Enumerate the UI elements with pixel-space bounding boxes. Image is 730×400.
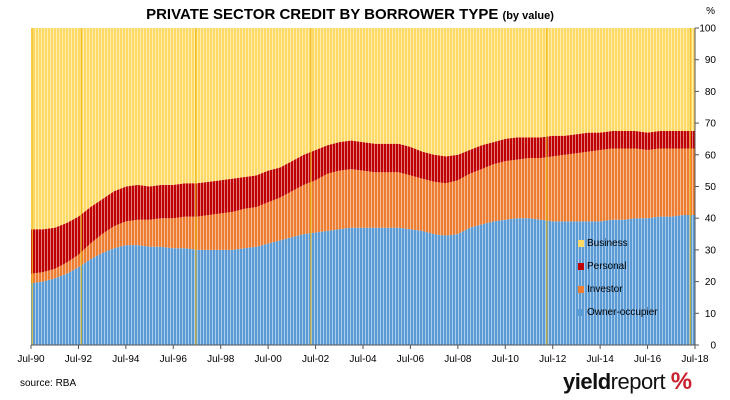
x-tick-label: Jul-98 bbox=[207, 354, 235, 365]
legend-label: Investor bbox=[587, 284, 623, 295]
y-tick-label: 20 bbox=[705, 277, 717, 288]
x-tick-label: Jul-12 bbox=[539, 354, 567, 365]
legend-swatch bbox=[578, 286, 584, 293]
x-tick-label: Jul-90 bbox=[17, 354, 45, 365]
source-note: source: RBA bbox=[20, 378, 77, 389]
chart-subtitle: (by value) bbox=[502, 10, 554, 22]
column-stripes bbox=[31, 28, 693, 345]
y-tick-label: 10 bbox=[705, 309, 717, 320]
stacked-areas bbox=[31, 28, 695, 345]
x-tick-label: Jul-04 bbox=[349, 354, 377, 365]
area-investor bbox=[31, 148, 695, 284]
y-tick-label: 60 bbox=[705, 150, 717, 161]
area-business bbox=[31, 28, 695, 230]
x-tick-label: Jul-92 bbox=[65, 354, 93, 365]
y-tick-label: 50 bbox=[705, 182, 717, 193]
y-tick-label: 70 bbox=[705, 119, 717, 130]
x-tick-label: Jul-18 bbox=[681, 354, 709, 365]
chart-title: PRIVATE SECTOR CREDIT BY BORROWER TYPE bbox=[146, 6, 499, 23]
y-tick-label: 80 bbox=[705, 87, 717, 98]
area-owner-occupier bbox=[31, 215, 695, 345]
legend-label: Business bbox=[587, 238, 628, 249]
chart-title-block: PRIVATE SECTOR CREDIT BY BORROWER TYPE (… bbox=[0, 6, 700, 23]
y-axis: 0 10 20 30 40 50 60 70 80 90 100% bbox=[694, 6, 717, 352]
x-tick-label: Jul-14 bbox=[587, 354, 615, 365]
x-tick-label: Jul-00 bbox=[255, 354, 283, 365]
x-tick-label: Jul-02 bbox=[302, 354, 330, 365]
x-tick-label: Jul-94 bbox=[112, 354, 140, 365]
legend-swatch bbox=[578, 240, 584, 247]
logo-text-yield: yield bbox=[563, 369, 611, 394]
yieldreport-logo: yieldreport % bbox=[563, 368, 692, 396]
y-tick-label: 30 bbox=[705, 245, 717, 256]
x-tick-label: Jul-06 bbox=[397, 354, 425, 365]
area-personal bbox=[31, 131, 695, 274]
logo-text-report: report bbox=[610, 369, 666, 394]
x-tick-label: Jul-16 bbox=[634, 354, 662, 365]
legend-label: Personal bbox=[587, 261, 626, 272]
x-tick-label: Jul-10 bbox=[492, 354, 520, 365]
y-tick-label: 40 bbox=[705, 214, 717, 225]
y-tick-label: 90 bbox=[705, 55, 717, 66]
legend-label: Owner-occupier bbox=[587, 307, 658, 318]
legend-swatch bbox=[578, 263, 584, 270]
y-tick-label: 100 bbox=[699, 24, 716, 35]
y-unit-label: % bbox=[706, 6, 715, 17]
y-tick-label: 0 bbox=[710, 341, 716, 352]
logo-percent-sign: % bbox=[670, 368, 692, 395]
x-tick-label: Jul-08 bbox=[444, 354, 472, 365]
legend: Business Personal Investor Owner-occupier bbox=[578, 238, 658, 318]
x-axis: Jul-90 Jul-92 Jul-94 Jul-96 Jul-98 Jul-00 Jul-… bbox=[17, 344, 709, 365]
legend-swatch bbox=[578, 309, 584, 316]
x-tick-label: Jul-96 bbox=[160, 354, 188, 365]
